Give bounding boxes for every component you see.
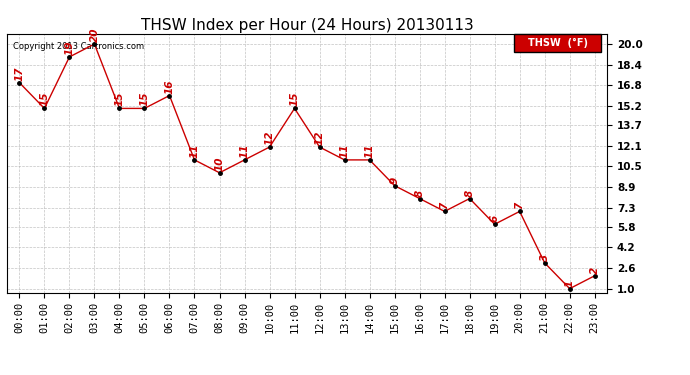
Text: 7: 7	[440, 202, 450, 210]
Text: 9: 9	[390, 177, 400, 184]
Text: 11: 11	[364, 144, 375, 158]
Text: 17: 17	[14, 66, 24, 81]
Text: 20: 20	[90, 28, 99, 42]
Text: 15: 15	[290, 92, 299, 106]
Text: 11: 11	[190, 144, 199, 158]
Text: 15: 15	[39, 92, 50, 106]
Text: 15: 15	[115, 92, 124, 106]
Text: 15: 15	[139, 92, 150, 106]
Text: 6: 6	[490, 215, 500, 222]
Text: 1: 1	[564, 279, 575, 287]
Text: THSW  (°F): THSW (°F)	[528, 38, 588, 48]
Text: 10: 10	[215, 156, 224, 171]
Text: 12: 12	[315, 130, 324, 145]
Text: 7: 7	[515, 202, 524, 210]
Text: 11: 11	[339, 144, 350, 158]
Text: 8: 8	[464, 189, 475, 196]
FancyBboxPatch shape	[514, 34, 601, 52]
Text: 2: 2	[590, 267, 600, 274]
Text: 8: 8	[415, 189, 424, 196]
Text: 16: 16	[164, 79, 175, 94]
Text: 3: 3	[540, 254, 550, 261]
Text: 12: 12	[264, 130, 275, 145]
Text: Copyright 2013 Cartronics.com: Copyright 2013 Cartronics.com	[13, 42, 144, 51]
Text: 19: 19	[64, 40, 75, 55]
Title: THSW Index per Hour (24 Hours) 20130113: THSW Index per Hour (24 Hours) 20130113	[141, 18, 473, 33]
Text: 11: 11	[239, 144, 250, 158]
